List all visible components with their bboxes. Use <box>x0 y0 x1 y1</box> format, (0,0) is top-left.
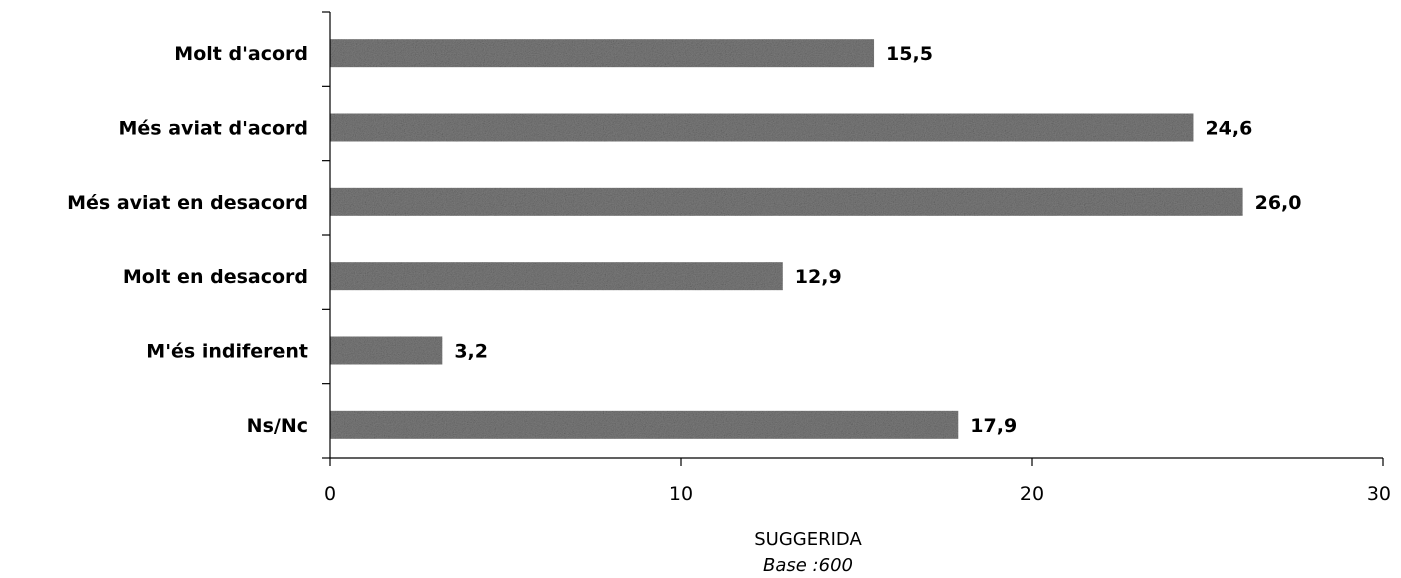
value-label: 17,9 <box>970 415 1017 437</box>
x-tick-label: 10 <box>669 483 693 505</box>
bar <box>330 336 443 365</box>
category-labels: Molt d'acord Més aviat d'acord Més aviat e… <box>67 43 308 437</box>
x-tick-label: 20 <box>1020 483 1044 505</box>
y-axis-ticks <box>322 11 330 459</box>
value-label: 12,9 <box>795 266 842 288</box>
bar <box>330 410 959 439</box>
category-label: Molt en desacord <box>123 266 308 288</box>
x-axis-ticks: 0 10 20 30 <box>324 458 1391 505</box>
bars-group <box>330 39 1243 439</box>
axes: 0 10 20 30 <box>322 11 1391 505</box>
category-label: M'és indiferent <box>146 341 308 363</box>
chart-subtitle: Base :600 <box>763 555 853 576</box>
value-label: 24,6 <box>1205 118 1252 140</box>
value-label: 3,2 <box>454 341 488 363</box>
value-label: 15,5 <box>886 43 933 65</box>
x-tick-label: 30 <box>1367 483 1391 505</box>
category-label: Ns/Nc <box>247 415 308 437</box>
category-label: Molt d'acord <box>174 43 308 65</box>
bar <box>330 262 783 291</box>
x-axis-title: SUGGERIDA <box>754 529 862 550</box>
category-label: Més aviat d'acord <box>119 118 308 140</box>
bar <box>330 39 875 68</box>
x-tick-label: 0 <box>324 483 336 505</box>
bar <box>330 113 1194 142</box>
value-labels: 15,5 24,6 26,0 12,9 3,2 17,9 <box>454 43 1301 437</box>
category-label: Més aviat en desacord <box>67 192 308 214</box>
bar <box>330 187 1243 216</box>
value-label: 26,0 <box>1255 192 1302 214</box>
